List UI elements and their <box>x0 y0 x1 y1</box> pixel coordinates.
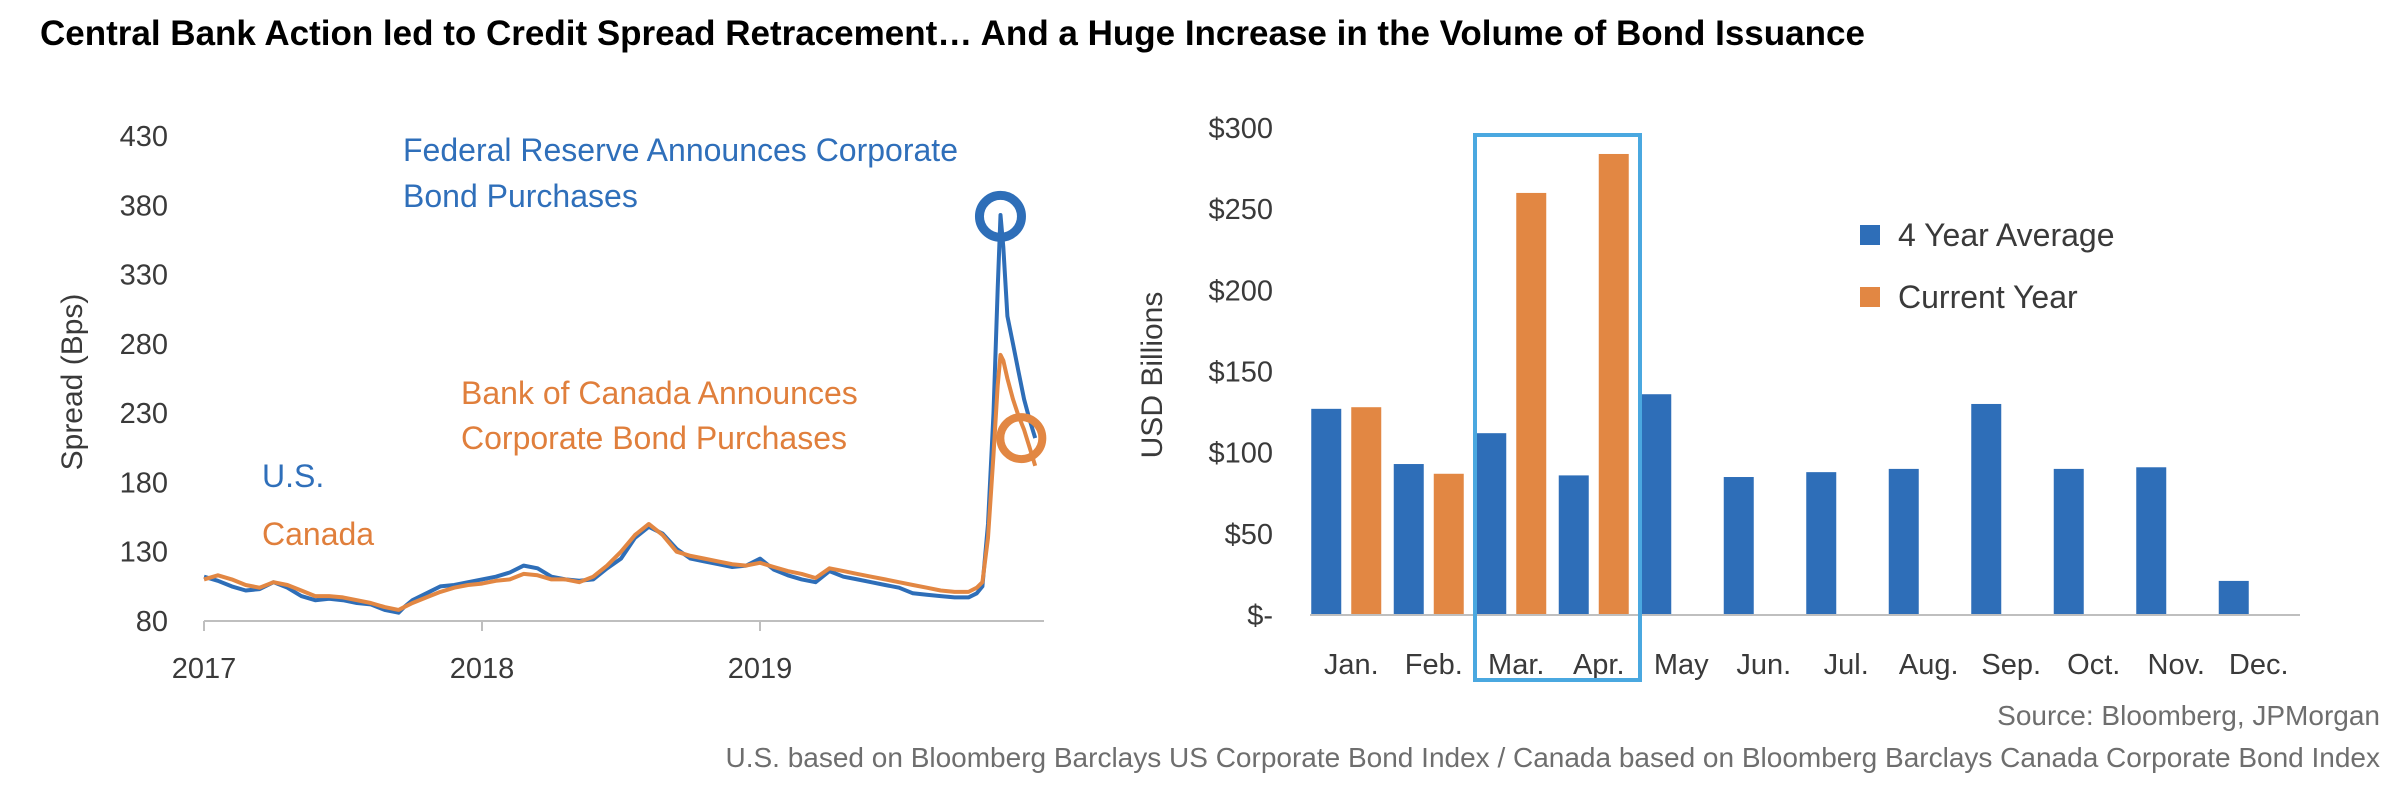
legend-swatch-4-year-average <box>1860 225 1880 245</box>
x-tick-label-2019: 2019 <box>728 653 793 685</box>
category-label-dec: Dec. <box>2229 649 2289 681</box>
bar-mar-4-year-average <box>1476 433 1507 615</box>
category-label-jan: Jan. <box>1324 649 1379 681</box>
boc-announcement-marker <box>996 413 1047 464</box>
series-label-us: U.S. <box>262 458 324 494</box>
boc-annotation-line-2: Corporate Bond Purchases <box>461 420 847 456</box>
y-tick-label-430: 430 <box>120 121 168 153</box>
y-tick-label-50: $50 <box>1225 519 1273 551</box>
fed-annotation-line-2: Bond Purchases <box>403 178 638 214</box>
bar-jul-4-year-average <box>1806 472 1837 615</box>
bar-apr-current-year <box>1598 153 1629 615</box>
bar-nov-4-year-average <box>2136 467 2167 615</box>
mar-apr-highlight-box <box>1473 133 1642 682</box>
y-axis-title: Spread (Bps) <box>56 294 89 471</box>
legend-label-4-year-average: 4 Year Average <box>1898 217 2115 253</box>
y-tick-label-330: 330 <box>120 260 168 292</box>
bar-jan-4-year-average <box>1311 408 1342 615</box>
series-label-canada: Canada <box>262 516 374 552</box>
x-tick-label-2018: 2018 <box>450 653 515 685</box>
y-tick-label-200: $200 <box>1208 275 1273 307</box>
y-tick-label-100: $100 <box>1208 438 1273 470</box>
y-axis-title: USD Billions <box>1136 292 1169 459</box>
bar-oct-4-year-average <box>2053 468 2084 615</box>
category-label-sep: Sep. <box>1981 649 2041 681</box>
bar-jan-current-year <box>1351 407 1382 615</box>
bar-mar-current-year <box>1516 192 1547 615</box>
category-label-nov: Nov. <box>2148 649 2205 681</box>
category-label-oct: Oct. <box>2067 649 2120 681</box>
bar-apr-4-year-average <box>1558 475 1589 615</box>
y-tick-label-280: 280 <box>120 329 168 361</box>
y-tick-labels: $- $50 $100 $150 $200 $250 $300 <box>1208 113 1273 632</box>
issuance-bar-chart: USD Billions $- $50 $100 $150 $200 $250 $300 J… <box>1136 113 2300 682</box>
y-tick-labels: 80 130 180 230 280 330 380 430 <box>120 121 168 638</box>
y-tick-label-130: 130 <box>120 537 168 569</box>
y-tick-label-180: 180 <box>120 467 168 499</box>
category-label-feb: Feb. <box>1405 649 1463 681</box>
y-tick-label-250: $250 <box>1208 194 1273 226</box>
fed-announcement-marker <box>974 190 1026 242</box>
y-tick-label-230: 230 <box>120 398 168 430</box>
y-tick-label-380: 380 <box>120 190 168 222</box>
category-label-jul: Jul. <box>1824 649 1869 681</box>
bar-sep-4-year-average <box>1971 403 2002 615</box>
series-line-canada <box>203 352 1038 612</box>
spread-line-chart: Spread (Bps) 80 130 180 230 280 330 380 430 201… <box>56 121 1047 685</box>
y-tick-label-300: $300 <box>1208 113 1273 145</box>
y-tick-label-80: 80 <box>136 606 168 638</box>
y-tick-label-: $- <box>1247 600 1273 632</box>
category-labels: Jan. Feb. Mar. Apr. May Jun. Jul. Aug. Sep. Oct. N… <box>1324 649 2289 681</box>
bar-feb-4-year-average <box>1393 464 1424 615</box>
boc-annotation-line-1: Bank of Canada Announces <box>461 375 858 411</box>
legend-swatch-current-year <box>1860 287 1880 307</box>
fed-annotation-line-1: Federal Reserve Announces Corporate <box>403 132 958 168</box>
category-label-may: May <box>1654 649 1709 681</box>
y-tick-label-150: $150 <box>1208 357 1273 389</box>
bar-dec-4-year-average <box>2218 580 2249 615</box>
category-label-aug: Aug. <box>1899 649 1959 681</box>
bar-may-4-year-average <box>1641 394 1672 615</box>
category-label-apr: Apr. <box>1573 649 1625 681</box>
page-title: Central Bank Action led to Credit Spread… <box>40 14 1865 53</box>
bar-aug-4-year-average <box>1888 468 1919 615</box>
index-note: U.S. based on Bloomberg Barclays US Corp… <box>725 742 2380 773</box>
series-lines <box>203 213 1038 615</box>
x-tick-label-2017: 2017 <box>172 653 237 685</box>
chart-canvas: Spread (Bps) 80 130 180 230 280 330 380 430 201… <box>56 113 2300 685</box>
source-note: Source: Bloomberg, JPMorgan <box>1997 700 2380 731</box>
legend-label-current-year: Current Year <box>1898 279 2078 315</box>
bar-jun-4-year-average <box>1723 477 1754 615</box>
bars <box>1311 153 2249 615</box>
legend: 4 Year Average Current Year <box>1860 217 2115 315</box>
x-ticks: 2017 2018 2019 <box>172 621 793 685</box>
category-label-jun: Jun. <box>1736 649 1791 681</box>
category-label-mar: Mar. <box>1488 649 1544 681</box>
bar-feb-current-year <box>1433 473 1464 615</box>
